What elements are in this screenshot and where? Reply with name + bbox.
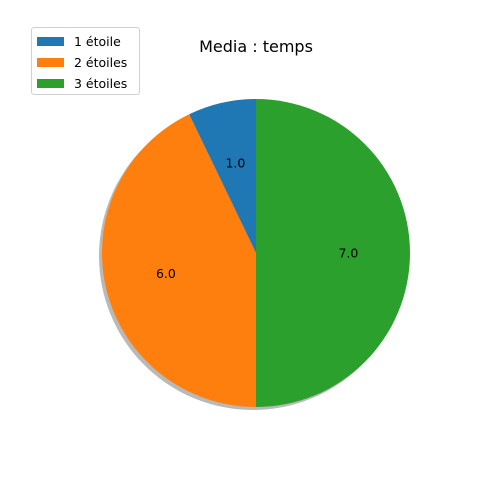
pie-value-label-1-etoile: 1.0 (225, 155, 245, 170)
pie-value-label-3-etoiles: 7.0 (338, 246, 358, 261)
chart-title: Media : temps (199, 37, 313, 56)
legend-label-2-etoiles: 2 étoiles (74, 55, 128, 70)
legend-swatch-2-etoiles (37, 58, 64, 67)
pie-slice-1-etoile (189, 99, 256, 253)
legend-swatch-1-etoile (37, 37, 64, 46)
legend: 1 étoile 2 étoiles 3 étoiles (31, 27, 140, 95)
pie-slice-3-etoiles (256, 99, 410, 407)
pie-slices (101, 99, 410, 407)
pie-value-labels: 1.0 6.0 7.0 (156, 155, 358, 281)
legend-label-3-etoiles: 3 étoiles (74, 76, 128, 91)
legend-item-2-etoiles: 2 étoiles (32, 52, 139, 73)
pie-value-label-2-etoiles: 6.0 (156, 266, 176, 281)
legend-swatch-3-etoiles (37, 79, 64, 88)
pie-slice-2-etoiles (101, 114, 257, 407)
legend-label-1-etoile: 1 étoile (74, 34, 121, 49)
legend-item-3-etoiles: 3 étoiles (32, 73, 139, 94)
legend-item-1-etoile: 1 étoile (32, 31, 139, 52)
